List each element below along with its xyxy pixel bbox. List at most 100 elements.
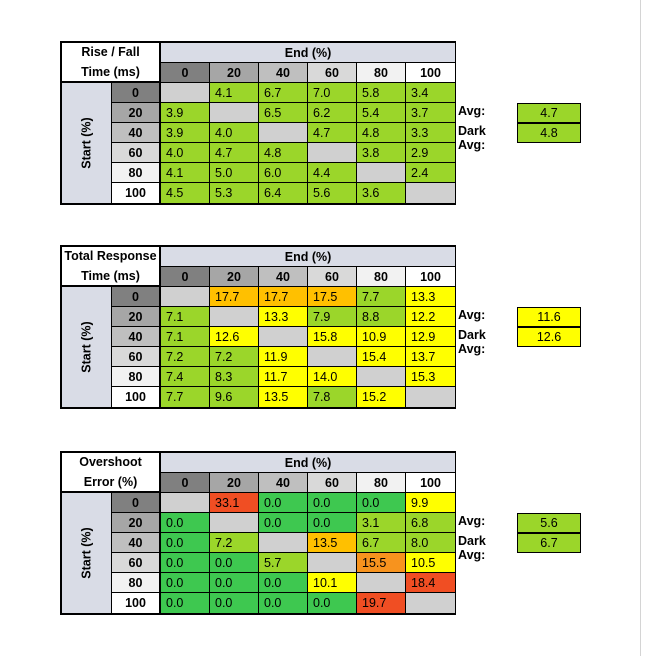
table-cell: 0.0 (259, 593, 308, 613)
table-cell: 13.5 (308, 533, 357, 553)
table-cell: 7.0 (308, 83, 357, 103)
table-cell: 5.0 (210, 163, 259, 183)
table-cell: 0.0 (210, 593, 259, 613)
start-row-header: 20 (112, 513, 161, 533)
table-cell: 12.9 (406, 327, 455, 347)
start-row-header: 0 (112, 83, 161, 103)
table-cell: 0.0 (161, 513, 210, 533)
start-header: Start (%) (62, 493, 112, 613)
table-cell: 7.8 (308, 387, 357, 407)
start-row-header: 60 (112, 347, 161, 367)
table-cell: 6.5 (259, 103, 308, 123)
table-cell (210, 103, 259, 123)
table-cell (308, 347, 357, 367)
table-cell: 4.8 (357, 123, 406, 143)
avg-value: 11.6 (517, 307, 581, 327)
title-line-1: Rise / Fall (81, 45, 140, 59)
start-row-header: 80 (112, 573, 161, 593)
avg-value: 4.7 (517, 103, 581, 123)
table-cell (357, 573, 406, 593)
avg-label: Avg: (458, 514, 486, 528)
end-column-header: 0 (161, 63, 210, 83)
table-cell: 7.1 (161, 327, 210, 347)
table-cell: 0.0 (259, 513, 308, 533)
table-cell: 3.8 (357, 143, 406, 163)
start-row-header: 60 (112, 143, 161, 163)
title-line-2: Error (%) (83, 475, 138, 489)
table-cell: 3.3 (406, 123, 455, 143)
table-cell: 4.0 (210, 123, 259, 143)
table-cell: 10.5 (406, 553, 455, 573)
end-column-header: 60 (308, 473, 357, 493)
table-cell: 2.4 (406, 163, 455, 183)
table-cell: 3.9 (161, 103, 210, 123)
table-cell: 2.9 (406, 143, 455, 163)
table-cell (357, 367, 406, 387)
start-header-label: Start (%) (79, 117, 94, 169)
title-line-1: Total Response (64, 249, 157, 263)
table-cell: 19.7 (357, 593, 406, 613)
dark-avg-value: 4.8 (517, 123, 581, 143)
table-cell: 6.2 (308, 103, 357, 123)
table-cell: 0.0 (210, 573, 259, 593)
total-response-table: Total Response Time (ms) End (%) 0 20 40 60… (60, 245, 456, 409)
table-cell: 13.3 (259, 307, 308, 327)
table-cell: 3.4 (406, 83, 455, 103)
start-row-header: 40 (112, 327, 161, 347)
table-cell: 0.0 (357, 493, 406, 513)
rise-fall-table: Rise / Fall Time (ms) End (%) 0 20 40 60 80 1… (60, 41, 456, 205)
table-cell (259, 327, 308, 347)
table-cell: 8.0 (406, 533, 455, 553)
end-column-header: 20 (210, 473, 259, 493)
table-cell: 13.7 (406, 347, 455, 367)
start-row-header: 0 (112, 287, 161, 307)
table-cell (161, 287, 210, 307)
start-row-header: 20 (112, 103, 161, 123)
title-line-2: Time (ms) (81, 65, 140, 79)
table-cell: 11.7 (259, 367, 308, 387)
end-column-header: 0 (161, 267, 210, 287)
table-cell: 12.2 (406, 307, 455, 327)
table-cell: 12.6 (210, 327, 259, 347)
table-cell: 9.9 (406, 493, 455, 513)
dark-avg-value: 12.6 (517, 327, 581, 347)
table-cell: 17.7 (259, 287, 308, 307)
dark-avg-value: 6.7 (517, 533, 581, 553)
table-cell: 15.5 (357, 553, 406, 573)
table-cell: 6.0 (259, 163, 308, 183)
table-cell: 7.2 (210, 347, 259, 367)
table-cell (259, 533, 308, 553)
table-cell: 8.3 (210, 367, 259, 387)
table-cell: 0.0 (210, 553, 259, 573)
table-cell: 15.3 (406, 367, 455, 387)
start-row-header: 20 (112, 307, 161, 327)
table-cell: 5.6 (308, 183, 357, 203)
avg-label: Avg: (458, 308, 486, 322)
table-cell (406, 183, 455, 203)
dark-avg-label: Dark Avg: (458, 124, 486, 152)
table-cell: 0.0 (161, 533, 210, 553)
table-cell: 17.7 (210, 287, 259, 307)
table-cell: 3.9 (161, 123, 210, 143)
end-column-header: 0 (161, 473, 210, 493)
end-column-header: 100 (406, 63, 455, 83)
table-cell: 4.7 (210, 143, 259, 163)
table-cell: 7.9 (308, 307, 357, 327)
table-cell: 3.1 (357, 513, 406, 533)
table-cell: 0.0 (308, 593, 357, 613)
table-cell (210, 513, 259, 533)
table-cell (406, 593, 455, 613)
table-cell: 0.0 (308, 513, 357, 533)
table-cell: 4.7 (308, 123, 357, 143)
table-cell: 5.4 (357, 103, 406, 123)
table-cell: 0.0 (161, 553, 210, 573)
table-cell: 33.1 (210, 493, 259, 513)
table-cell (357, 163, 406, 183)
start-row-header: 0 (112, 493, 161, 513)
table-cell: 11.9 (259, 347, 308, 367)
table-cell: 7.1 (161, 307, 210, 327)
table-cell: 14.0 (308, 367, 357, 387)
start-row-header: 100 (112, 387, 161, 407)
table-cell (308, 553, 357, 573)
table-cell: 7.7 (357, 287, 406, 307)
